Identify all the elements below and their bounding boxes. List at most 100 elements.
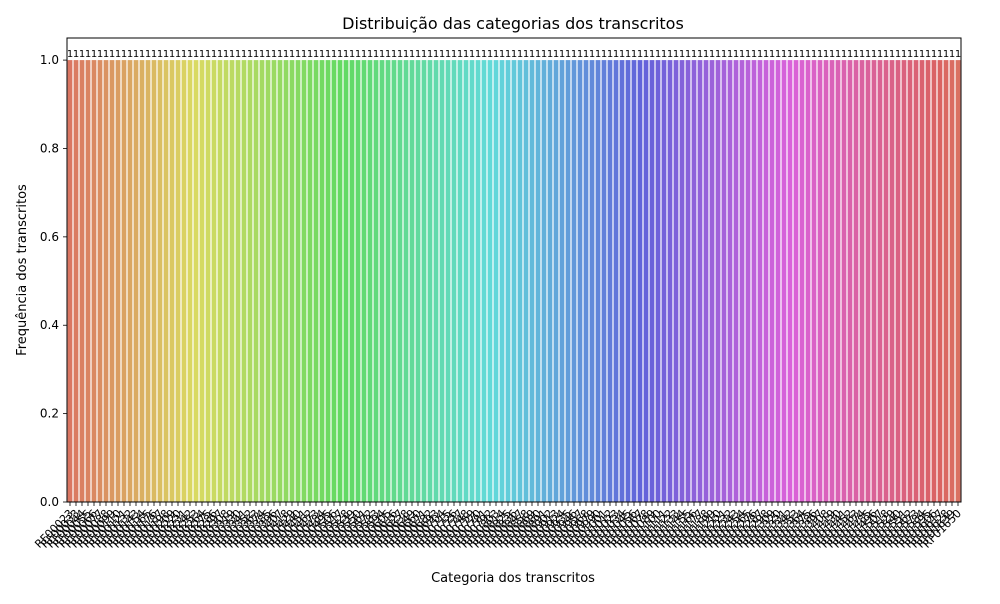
bar-value-label: 1: [133, 49, 139, 60]
bar: [937, 60, 943, 502]
bar-value-label: 1: [337, 49, 343, 60]
x-axis-label: Categoria dos transcritos: [431, 571, 595, 586]
bar-value-label: 1: [163, 49, 169, 60]
bar-value-label: 1: [643, 49, 649, 60]
bar-value-label: 1: [397, 49, 403, 60]
bar: [565, 60, 571, 502]
bar: [313, 60, 319, 502]
bar: [229, 60, 235, 502]
bar: [859, 60, 865, 502]
bar-value-label: 1: [313, 49, 319, 60]
bar: [709, 60, 715, 502]
bar: [697, 60, 703, 502]
bar: [745, 60, 751, 502]
bar: [769, 60, 775, 502]
bar: [757, 60, 763, 502]
bar-value-label: 1: [517, 49, 523, 60]
bar: [541, 60, 547, 502]
bar: [337, 60, 343, 502]
bar: [823, 60, 829, 502]
bar: [883, 60, 889, 502]
bar: [349, 60, 355, 502]
bar-value-label: 1: [577, 49, 583, 60]
bar-value-label: 1: [625, 49, 631, 60]
bar-value-label: 1: [499, 49, 505, 60]
bar-value-label: 1: [781, 49, 787, 60]
bar-value-label: 1: [91, 49, 97, 60]
bar-value-label: 1: [295, 49, 301, 60]
bar: [607, 60, 613, 502]
bar-value-label: 1: [109, 49, 115, 60]
y-tick-label: 0.8: [40, 141, 59, 155]
bar: [547, 60, 553, 502]
bar: [721, 60, 727, 502]
bar: [733, 60, 739, 502]
bar-value-label: 1: [373, 49, 379, 60]
bar-value-label: 1: [433, 49, 439, 60]
bar: [115, 60, 121, 502]
bar-value-label: 1: [919, 49, 925, 60]
bar-value-label: 1: [955, 49, 961, 60]
bar: [583, 60, 589, 502]
bar: [505, 60, 511, 502]
bar: [715, 60, 721, 502]
bar: [169, 60, 175, 502]
bar-value-label: 1: [727, 49, 733, 60]
bar: [247, 60, 253, 502]
bar: [949, 60, 955, 502]
bar-value-label: 1: [907, 49, 913, 60]
bar: [919, 60, 925, 502]
bar: [367, 60, 373, 502]
bar-value-label: 1: [949, 49, 955, 60]
bar: [499, 60, 505, 502]
bar: [301, 60, 307, 502]
bar: [211, 60, 217, 502]
bar: [793, 60, 799, 502]
bar: [331, 60, 337, 502]
bar: [241, 60, 247, 502]
bar-value-label: 1: [733, 49, 739, 60]
bar-value-label: 1: [637, 49, 643, 60]
bar-value-label: 1: [73, 49, 79, 60]
bar-value-label: 1: [565, 49, 571, 60]
bar: [931, 60, 937, 502]
bar-value-label: 1: [721, 49, 727, 60]
bar-value-label: 1: [253, 49, 259, 60]
bar-value-label: 1: [391, 49, 397, 60]
bar-value-label: 1: [331, 49, 337, 60]
bar: [163, 60, 169, 502]
y-tick-label: 0.6: [40, 230, 59, 244]
bar-value-label: 1: [121, 49, 127, 60]
bar-value-label: 1: [667, 49, 673, 60]
bar-value-label: 1: [745, 49, 751, 60]
bar: [433, 60, 439, 502]
bar: [487, 60, 493, 502]
bar-value-label: 1: [247, 49, 253, 60]
y-tick-label: 0.4: [40, 318, 59, 332]
bar: [325, 60, 331, 502]
bar: [205, 60, 211, 502]
bar: [655, 60, 661, 502]
y-axis-label: Frequência dos transcritos: [15, 184, 30, 356]
bar-value-label: 1: [475, 49, 481, 60]
bar: [493, 60, 499, 502]
bar: [427, 60, 433, 502]
bar-value-label: 1: [925, 49, 931, 60]
bar: [175, 60, 181, 502]
bar-value-label: 1: [223, 49, 229, 60]
bar-value-label: 1: [529, 49, 535, 60]
bar-value-label: 1: [271, 49, 277, 60]
bar: [271, 60, 277, 502]
bar-value-label: 1: [79, 49, 85, 60]
bar: [577, 60, 583, 502]
bar-value-label: 1: [601, 49, 607, 60]
bar-value-label: 1: [673, 49, 679, 60]
bars: [67, 60, 961, 502]
bar: [259, 60, 265, 502]
bar-value-label: 1: [463, 49, 469, 60]
bar-value-label: 1: [895, 49, 901, 60]
bar: [451, 60, 457, 502]
bar: [871, 60, 877, 502]
bar-value-label: 1: [535, 49, 541, 60]
bar-value-label: 1: [865, 49, 871, 60]
